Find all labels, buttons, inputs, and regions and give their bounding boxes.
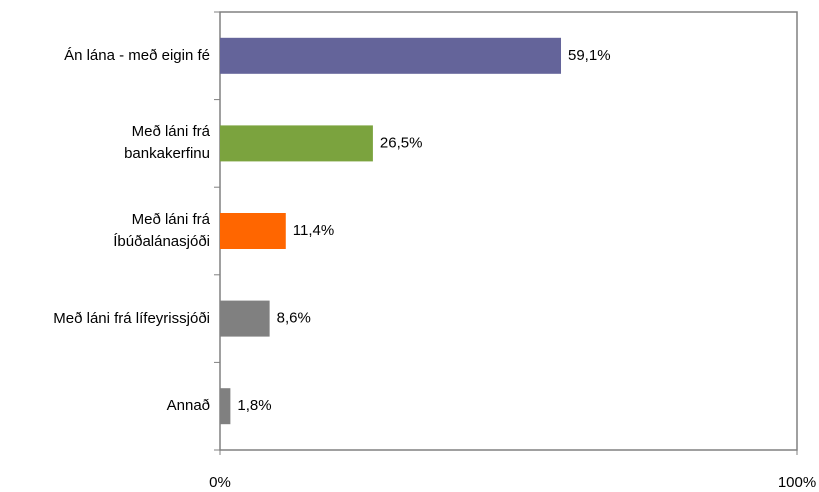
category-label: Með láni frá bankakerfinu xyxy=(124,123,210,163)
x-tick-label: 100% xyxy=(778,474,816,491)
bar xyxy=(220,125,373,162)
category-label: Án lána - með eigin fé xyxy=(64,46,210,64)
bar xyxy=(220,388,231,425)
value-label: 26,5% xyxy=(380,134,423,151)
category-label: Annað xyxy=(166,397,210,415)
x-tick-label: 0% xyxy=(209,474,231,491)
value-label: 59,1% xyxy=(568,47,611,64)
bar xyxy=(220,300,270,337)
value-label: 1,8% xyxy=(237,397,271,414)
bar xyxy=(220,37,562,74)
value-label: 8,6% xyxy=(277,310,311,327)
category-label: Með láni frá lífeyrissjóði xyxy=(53,309,210,327)
category-label: Með láni frá Íbúðalánasjóði xyxy=(113,211,210,250)
bar xyxy=(220,213,286,249)
value-label: 11,4% xyxy=(293,222,334,239)
